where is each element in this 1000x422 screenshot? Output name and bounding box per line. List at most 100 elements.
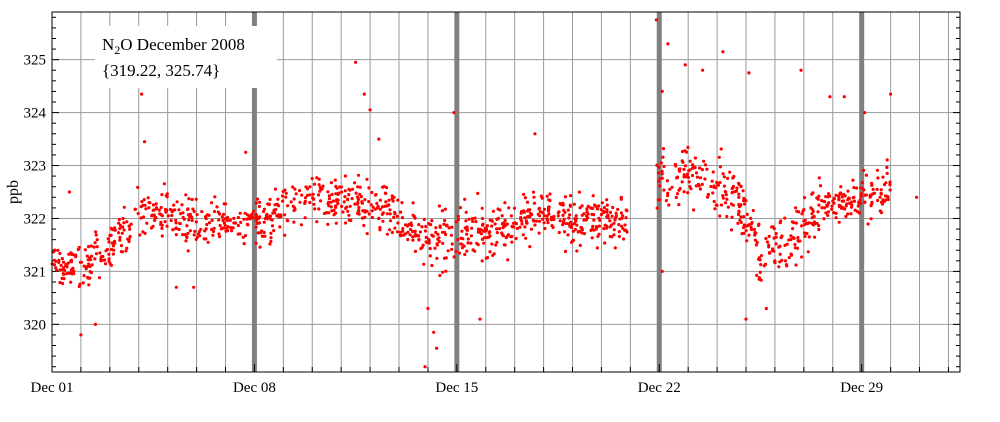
data-point — [777, 245, 781, 249]
data-point — [703, 177, 707, 181]
data-point — [446, 249, 450, 253]
data-point — [293, 187, 297, 191]
data-point — [230, 229, 234, 233]
data-point — [506, 258, 510, 262]
data-point — [315, 176, 319, 180]
data-point — [272, 208, 276, 212]
data-point — [722, 184, 727, 188]
data-point — [443, 207, 447, 211]
data-point — [60, 257, 64, 261]
data-point — [513, 221, 517, 225]
data-point — [476, 230, 481, 234]
data-point — [758, 270, 762, 274]
data-point — [659, 161, 663, 165]
data-point — [709, 184, 713, 189]
data-point — [765, 240, 770, 244]
data-point — [199, 227, 203, 231]
data-point — [283, 233, 287, 237]
data-point — [739, 184, 743, 189]
data-point — [396, 198, 400, 202]
data-point — [434, 226, 438, 230]
data-point — [435, 242, 439, 246]
data-point — [62, 260, 66, 264]
data-point — [317, 207, 321, 211]
data-point — [381, 219, 385, 223]
data-point — [367, 200, 371, 204]
data-point — [271, 211, 275, 215]
data-point — [317, 183, 321, 187]
value-range-label: {319.22, 325.74} — [102, 61, 220, 80]
data-point — [141, 230, 145, 234]
data-point — [567, 216, 571, 220]
data-point — [52, 258, 57, 262]
data-point — [657, 165, 661, 169]
data-point — [716, 183, 721, 187]
data-point — [737, 195, 741, 199]
data-point — [433, 246, 437, 250]
data-point — [110, 241, 114, 245]
data-point — [136, 185, 140, 189]
data-point — [193, 229, 197, 233]
data-point — [184, 193, 188, 197]
data-point — [735, 186, 739, 190]
data-point — [384, 204, 388, 208]
data-point — [726, 176, 730, 180]
data-point — [152, 208, 156, 212]
data-point — [533, 223, 537, 227]
data-point — [571, 229, 576, 233]
data-points — [50, 18, 919, 369]
data-point-outlier — [244, 150, 248, 154]
data-point-outlier — [660, 269, 664, 273]
data-point — [94, 230, 98, 234]
data-point — [888, 188, 892, 192]
data-point-outlier — [354, 60, 358, 64]
data-point-outlier — [192, 285, 196, 289]
data-point — [757, 277, 761, 281]
data-point — [348, 204, 352, 208]
data-point — [880, 202, 885, 206]
data-point-outlier — [452, 111, 456, 115]
data-point — [329, 205, 333, 209]
data-point-outlier — [478, 317, 482, 321]
data-point — [55, 268, 59, 272]
data-point — [98, 251, 102, 255]
data-point — [721, 194, 725, 198]
data-point — [211, 229, 216, 234]
data-point — [721, 172, 725, 176]
data-point — [371, 205, 375, 209]
data-point — [242, 217, 246, 221]
data-point — [222, 221, 226, 225]
data-point — [77, 284, 81, 289]
data-point — [582, 218, 586, 222]
data-point — [377, 216, 381, 220]
data-point — [871, 192, 875, 196]
data-point — [289, 200, 293, 204]
data-point — [683, 149, 687, 153]
data-point — [356, 200, 360, 205]
data-point — [195, 235, 199, 239]
data-point — [257, 204, 261, 209]
data-point — [830, 204, 834, 208]
data-point — [118, 226, 122, 231]
data-point-outlier — [67, 190, 71, 194]
data-point — [498, 227, 502, 231]
data-point — [755, 240, 759, 244]
data-point — [81, 281, 85, 285]
data-point — [162, 182, 166, 186]
data-point — [742, 226, 746, 230]
data-point — [171, 208, 175, 212]
data-point — [326, 190, 330, 194]
data-point — [885, 171, 889, 175]
data-point — [250, 212, 254, 216]
data-point — [809, 206, 813, 210]
data-point — [834, 216, 838, 220]
data-point — [660, 172, 664, 176]
data-point — [794, 206, 798, 210]
data-point — [157, 208, 161, 212]
data-point — [292, 197, 296, 201]
data-point — [488, 230, 492, 234]
data-point — [470, 217, 475, 221]
data-point — [422, 217, 426, 222]
data-point — [438, 225, 442, 229]
data-point — [851, 178, 855, 182]
